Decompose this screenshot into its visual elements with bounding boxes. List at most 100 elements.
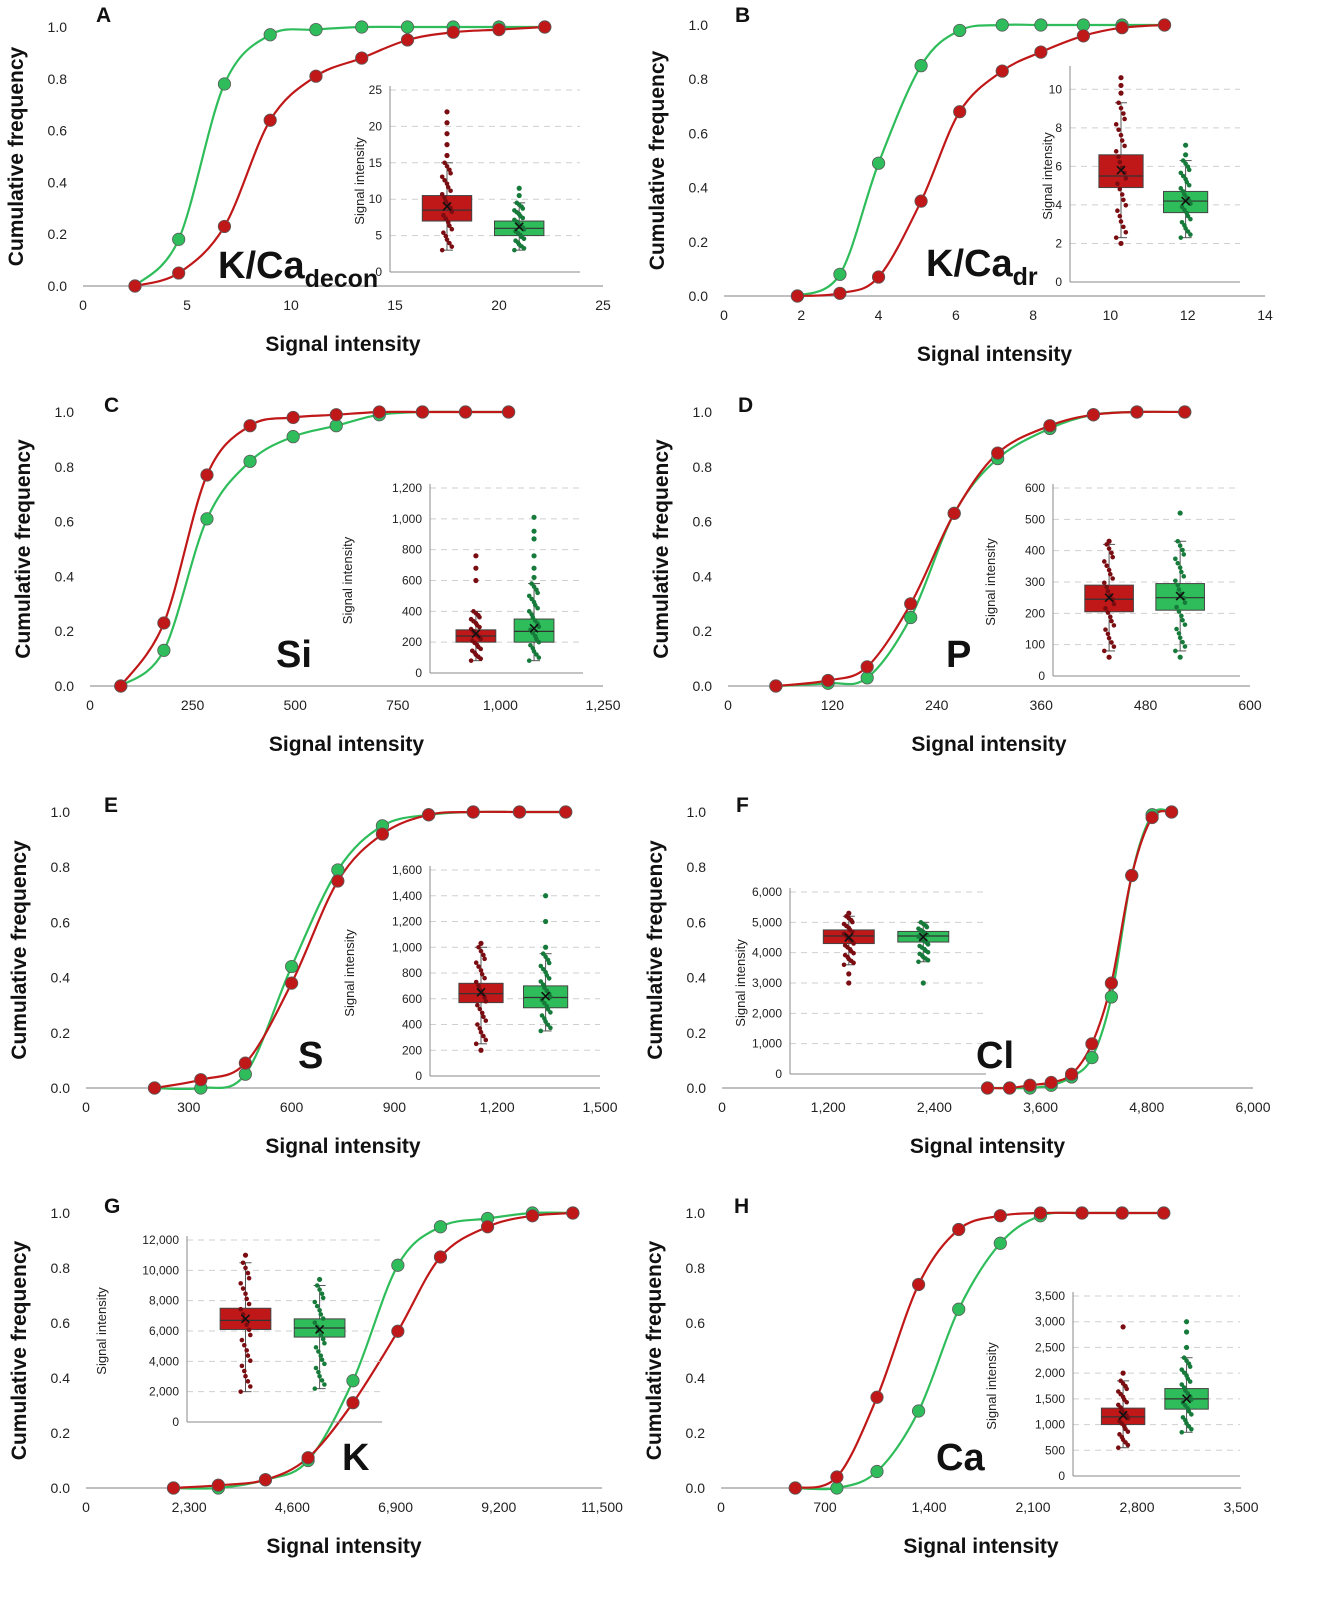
data-point-red <box>415 405 430 419</box>
data-point-green <box>243 454 257 468</box>
sample-dot <box>540 951 546 956</box>
element-label-main: Cl <box>976 1035 1014 1077</box>
outlier-dot <box>473 565 479 571</box>
outlier-dot <box>1106 538 1112 544</box>
inset-y-tick-label: 1,400 <box>392 889 422 903</box>
outlier-dot <box>1183 152 1189 158</box>
sample-dot <box>1180 617 1185 623</box>
data-point-red <box>422 808 436 822</box>
sample-dot <box>540 966 546 972</box>
sample-dot <box>1182 223 1187 228</box>
sample-dot <box>1185 164 1191 170</box>
data-point-red <box>788 1481 802 1495</box>
mean-marker <box>315 1324 325 1335</box>
sample-dot <box>239 1337 245 1343</box>
y-tick-label: 0.4 <box>689 180 709 196</box>
sample-dot <box>1188 232 1193 237</box>
element-label-main: K <box>342 1437 370 1479</box>
sample-dot <box>1182 644 1188 649</box>
sample-dot <box>539 1013 545 1018</box>
y-tick-label: 0.4 <box>687 970 707 986</box>
x-tick-label: 600 <box>1238 697 1262 713</box>
inset-boxplot: 0 5 10 15 20 25 Signal intensity <box>352 83 580 279</box>
inset-y-tick-label: 800 <box>402 543 422 557</box>
inset-y-tick-label: 4 <box>1055 198 1062 212</box>
data-point-green <box>217 77 232 91</box>
box-red <box>455 553 497 663</box>
x-tick-label: 360 <box>1030 697 1054 713</box>
panel-d: 0.0 0.2 0.4 0.6 0.8 1.0 0 120 240 360 480 600 Signal… <box>650 394 1262 756</box>
sample-dot <box>238 1306 243 1312</box>
sample-dot <box>1116 100 1121 106</box>
sample-dot <box>1183 161 1188 166</box>
x-tick-label: 2,400 <box>917 1099 952 1115</box>
outlier-dot <box>516 185 522 191</box>
sample-dot <box>1177 565 1183 570</box>
sample-dot <box>1182 600 1188 605</box>
sample-dot <box>1175 582 1181 588</box>
element-label-subscript: dr <box>1013 263 1038 291</box>
x-tick-label: 2,800 <box>1119 1499 1154 1515</box>
sample-dot <box>244 1322 249 1327</box>
sample-dot <box>312 1386 318 1391</box>
mean-marker <box>1175 591 1185 601</box>
sample-dot <box>1113 235 1119 240</box>
sample-dot <box>1179 613 1184 619</box>
data-point-green <box>904 610 918 625</box>
x-tick-label: 6,000 <box>1235 1099 1270 1115</box>
inset-boxplot: 0 500 1,000 1,500 2,000 2,500 3,000 3,500 Signal… <box>984 1289 1240 1483</box>
data-point-red <box>947 506 961 520</box>
data-point-red <box>466 805 480 819</box>
outlier-dot <box>516 192 522 199</box>
sample-dot <box>532 618 538 623</box>
sample-dot <box>526 658 532 663</box>
sample-dot <box>544 988 550 994</box>
outlier-dot <box>317 1276 323 1283</box>
x-tick-label: 600 <box>280 1099 304 1115</box>
data-point-green <box>1104 990 1119 1004</box>
data-point-green <box>331 863 345 877</box>
x-tick-label: 0 <box>79 297 87 313</box>
element-label: K/Cadr <box>926 243 1038 291</box>
sample-dot <box>520 215 526 221</box>
x-tick-label: 0 <box>717 1499 725 1515</box>
y-tick-label: 1.0 <box>693 404 713 420</box>
data-point-red <box>1076 29 1090 43</box>
sample-dot <box>521 245 527 251</box>
inset-y-tick-label: 25 <box>369 83 383 97</box>
panel-letter: A <box>96 4 111 27</box>
inset-y-tick-label: 0 <box>415 1069 422 1083</box>
y-tick-label: 0.4 <box>48 174 68 190</box>
sample-dot <box>445 184 451 190</box>
inset-y-axis-title: Signal intensity <box>352 137 367 225</box>
inset-y-axis-title: Signal intensity <box>733 939 748 1027</box>
x-tick-label: 240 <box>925 697 949 713</box>
inset-y-tick-label: 4,000 <box>149 1354 179 1368</box>
sample-dot <box>1124 1399 1129 1405</box>
x-tick-label: 0 <box>720 307 728 323</box>
sample-dot <box>515 240 521 245</box>
sample-dot <box>243 1291 248 1296</box>
sample-dot <box>318 1353 324 1358</box>
panel-letter: G <box>104 1195 120 1218</box>
data-point-red <box>258 1473 273 1487</box>
sample-dot <box>243 1265 248 1271</box>
element-label: S <box>298 1035 323 1077</box>
mean-marker <box>240 1314 251 1324</box>
sample-dot <box>535 605 540 611</box>
sample-dot <box>544 1003 550 1009</box>
data-point-green <box>309 22 323 37</box>
sample-dot <box>529 581 534 586</box>
data-point-red <box>1125 868 1139 883</box>
sample-dot <box>1183 176 1188 182</box>
series-line-red <box>154 810 566 1090</box>
outlier-dot <box>920 980 926 986</box>
sample-dot <box>543 969 548 975</box>
outlier-dot <box>1120 1370 1126 1376</box>
sample-dot <box>1182 207 1187 213</box>
x-tick-label: 6 <box>952 307 960 323</box>
sample-dot <box>1105 610 1111 615</box>
x-tick-label: 750 <box>386 697 410 713</box>
data-point-red <box>833 286 847 300</box>
x-axis-title: Signal intensity <box>917 343 1073 366</box>
